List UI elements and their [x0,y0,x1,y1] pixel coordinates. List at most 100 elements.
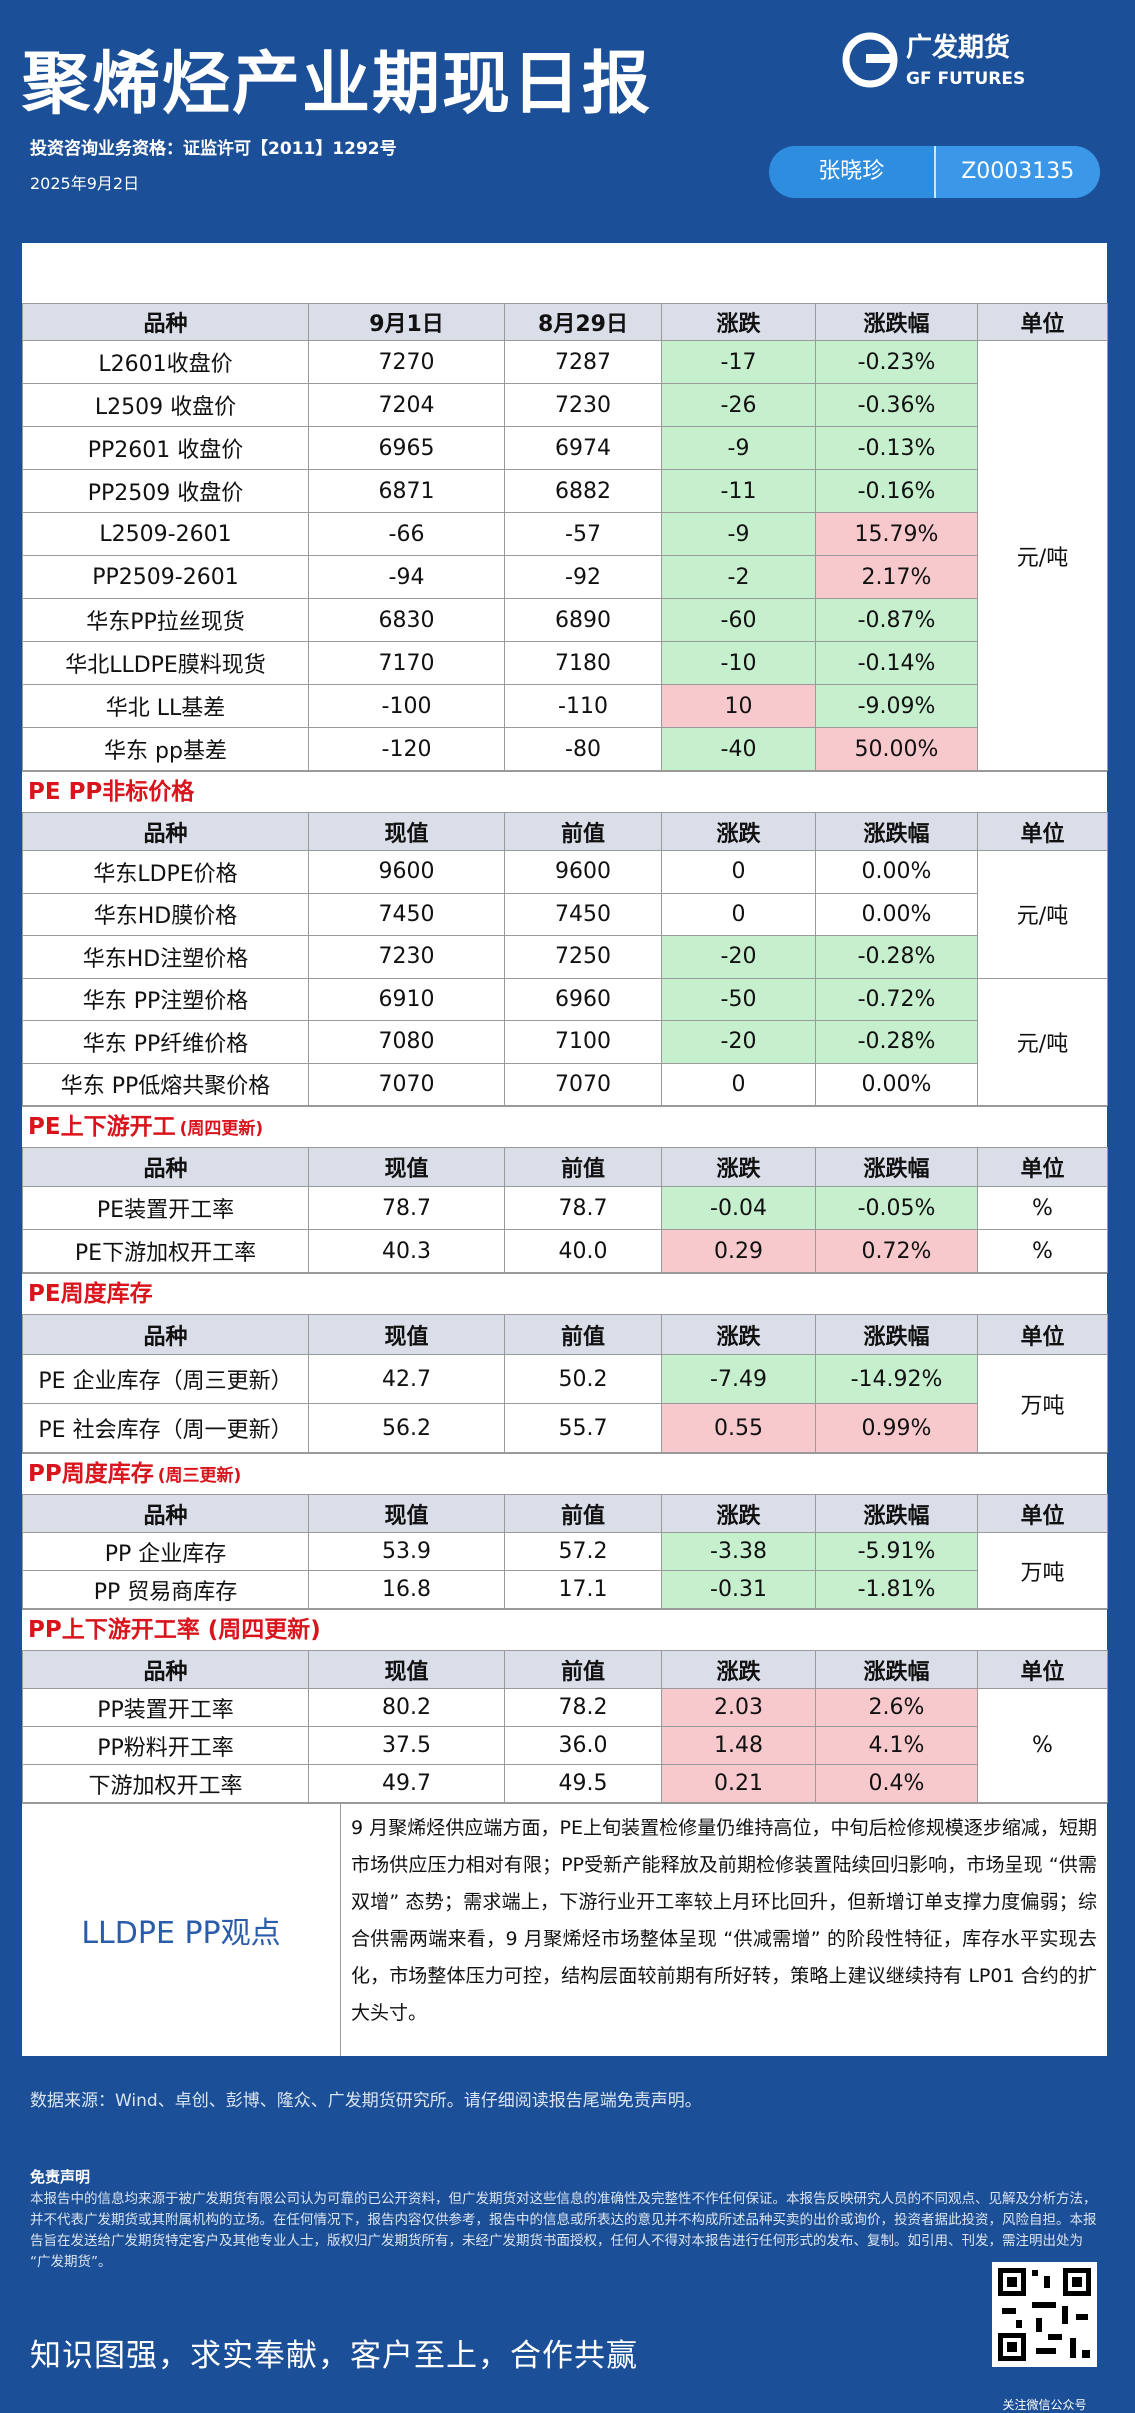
cell-name: L2509-2601 [22,512,309,556]
data-row: 华东 PP纤维价格 7080 7100 -20 -0.28% [22,1020,1108,1064]
qr-code [992,2262,1097,2367]
cell-pct: -0.87% [815,598,978,642]
cell-previous: 49.5 [504,1764,662,1803]
cell-change: -7.49 [661,1354,816,1404]
cell-name: 下游加权开工率 [22,1764,309,1803]
logo-en: GF FUTURES [906,69,1025,89]
cell-previous: 7287 [504,340,662,384]
cell-current: 37.5 [308,1726,505,1765]
column-header: 涨跌幅 [815,303,978,341]
cell-pct: 2.6% [815,1688,978,1727]
section-note: (周四更新) [179,1119,264,1139]
column-header: 涨跌 [661,1650,816,1689]
cell-previous: 7070 [504,1062,662,1106]
cell-change: 1.48 [661,1726,816,1765]
cell-previous: 17.1 [504,1570,662,1609]
cell-unit: % [977,1186,1108,1230]
column-header: 单位 [977,303,1108,341]
section-name: PP周度库存 [28,1461,154,1487]
cell-change: 2.03 [661,1688,816,1727]
cell-pct: 2.17% [815,555,978,599]
column-header: 现值 [308,1650,505,1689]
data-row: PE下游加权开工率 40.3 40.0 0.29 0.72%% [22,1229,1108,1273]
column-header: 涨跌幅 [815,1650,978,1689]
cell-pct: -5.91% [815,1532,978,1571]
cell-pct: -14.92% [815,1354,978,1404]
analyst-name: 张晓珍 [818,159,885,184]
cell-pct: 0.72% [815,1229,978,1273]
cell-current: 7450 [308,892,505,936]
column-header: 品种 [22,812,309,851]
cell-change: -3.38 [661,1532,816,1571]
cell-previous: -110 [504,684,662,728]
column-header: 涨跌幅 [815,1494,978,1533]
viewpoint: LLDPE PP观点 9 月聚烯烃供应端方面，PE上旬装置检修量仍维持高位，中旬… [22,1803,1107,2056]
cell-pct: -0.23% [815,340,978,384]
cell-previous: 7450 [504,892,662,936]
column-header: 涨跌 [661,1494,816,1533]
column-header: 现值 [308,1147,505,1187]
cell-pct: -0.13% [815,426,978,470]
data-row: PE装置开工率 78.7 78.7 -0.04 -0.05%% [22,1186,1108,1230]
cell-change: 10 [661,684,816,728]
section-name: PP上下游开工率 (周四更新) [28,1617,321,1643]
cell-pct: -0.28% [815,935,978,979]
cell-previous: 6974 [504,426,662,470]
cell-pct: -9.09% [815,684,978,728]
column-header: 单位 [977,1314,1108,1355]
column-header: 单位 [977,1494,1108,1533]
header-row: 品种 现值 前值 涨跌 涨跌幅 单位 [22,812,1108,851]
data-row: PP2509-2601 -94 -92 -2 2.17% [22,555,1108,599]
cell-name: PP2509 收盘价 [22,469,309,513]
logo-icon [866,54,896,63]
column-header: 品种 [22,1494,309,1533]
cell-name: 华东PP拉丝现货 [22,598,309,642]
column-header: 涨跌 [661,812,816,851]
data-row: 下游加权开工率 49.7 49.5 0.21 0.4% [22,1764,1108,1803]
cell-current: 7230 [308,935,505,979]
section-title: PE周度库存 [22,1273,1107,1314]
column-header: 8月29日 [504,303,662,341]
cell-change: -40 [661,727,816,771]
cell-name: 华东 pp基差 [22,727,309,771]
license: 投资咨询业务资格：证监许可【2011】1292号 [30,139,397,159]
data-row: PE 社会库存（周一更新） 56.2 55.7 0.55 0.99% [22,1403,1108,1453]
data-table: 品种 现值 前值 涨跌 涨跌幅 单位 PP装置开工率 80.2 78.2 2.03 2.6%% PP粉… [22,1650,1108,1803]
header-row: 品种 9月1日 8月29日 涨跌 涨跌幅 单位 [22,303,1108,341]
cell-change: -0.04 [661,1186,816,1230]
cell-current: 49.7 [308,1764,505,1803]
cell-name: PP 企业库存 [22,1532,309,1571]
cell-name: 华东HD膜价格 [22,892,309,936]
column-header: 前值 [504,1650,662,1689]
cell-previous: -57 [504,512,662,556]
cell-name: 华北LLDPE膜料现货 [22,641,309,685]
report-date: 2025年9月2日 [30,174,140,193]
cell-change: 0 [661,892,816,936]
column-header: 单位 [977,1147,1108,1187]
header-row: 品种 现值 前值 涨跌 涨跌幅 单位 [22,1650,1108,1689]
cell-name: PE装置开工率 [22,1186,309,1230]
data-row: 华东HD注塑价格 7230 7250 -20 -0.28% [22,935,1108,979]
column-header: 品种 [22,1147,309,1187]
cell-current: -120 [308,727,505,771]
cell-previous: 9600 [504,850,662,894]
cell-pct: -0.14% [815,641,978,685]
cell-change: 0.55 [661,1403,816,1453]
cell-name: PP装置开工率 [22,1688,309,1727]
cell-pct: 50.00% [815,727,978,771]
data-row: PE 企业库存（周三更新） 42.7 50.2 -7.49 -14.92% 万吨 [22,1354,1108,1453]
data-row: PP2509 收盘价 6871 6882 -11 -0.16% [22,469,1108,513]
analyst-id: Z0003135 [933,146,1100,198]
cell-pct: 0.00% [815,1062,978,1106]
cell-previous: 6960 [504,977,662,1021]
cell-unit: % [977,1688,1108,1803]
cell-pct: 0.99% [815,1403,978,1453]
data-row: L2601收盘价 7270 7287 -17 -0.23% 元/吨 [22,340,1108,771]
data-row: 华东PP拉丝现货 6830 6890 -60 -0.87% [22,598,1108,642]
cell-previous: 6890 [504,598,662,642]
cell-name: PE 企业库存（周三更新） [22,1354,309,1404]
column-header: 单位 [977,812,1108,851]
column-header: 涨跌幅 [815,1314,978,1355]
column-header: 现值 [308,1494,505,1533]
cell-pct: -0.05% [815,1186,978,1230]
